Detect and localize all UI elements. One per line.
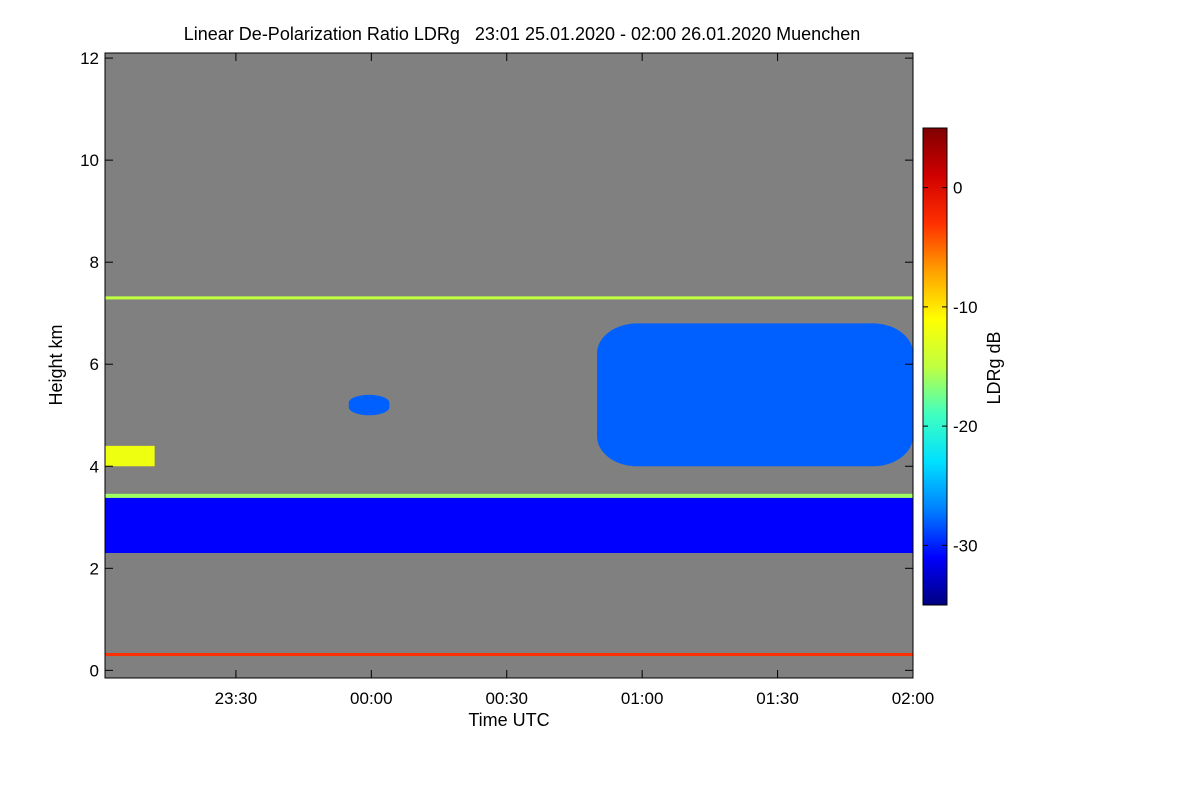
colorbar-tick-label: -20	[953, 417, 978, 436]
layer-cloud-top-edge	[105, 493, 913, 498]
y-axis-ticks: 0 2 4 6 8 10 12	[80, 49, 913, 680]
colorbar	[922, 127, 948, 606]
y-tick-label: 6	[90, 355, 99, 374]
colorbar-label: LDRg dB	[984, 331, 1004, 404]
colorbar-ticks: 0 -10 -20 -30	[923, 179, 978, 555]
layer-near-surface-layer	[105, 653, 913, 657]
y-axis-label: Height km	[46, 324, 66, 405]
y-tick-label: 8	[90, 253, 99, 272]
x-tick-label: 00:00	[350, 689, 393, 708]
x-tick-label: 01:30	[756, 689, 799, 708]
x-tick-label: 01:00	[621, 689, 664, 708]
x-axis-label: Time UTC	[468, 710, 549, 730]
layer-speckle-layer-4-3-km	[105, 445, 155, 467]
layer-cirrus-patch	[597, 323, 913, 467]
plot-frame	[104, 52, 914, 679]
x-axis-ticks: 23:30 00:00 00:30 01:00 01:30 02:00	[215, 53, 935, 708]
layer-thin-layer-7-3-km	[105, 296, 913, 300]
colorbar-tick-label: 0	[953, 179, 962, 198]
y-tick-label: 0	[90, 661, 99, 680]
colorbar-tick-label: -10	[953, 298, 978, 317]
x-tick-label: 00:30	[485, 689, 528, 708]
chart-title: Linear De-Polarization Ratio LDRg 23:01 …	[184, 24, 860, 44]
colorbar-tick-label: -30	[953, 536, 978, 555]
radar-echo-layers	[105, 296, 913, 657]
x-tick-label: 23:30	[215, 689, 258, 708]
y-tick-label: 12	[80, 49, 99, 68]
y-tick-label: 2	[90, 559, 99, 578]
x-tick-label: 02:00	[892, 689, 935, 708]
y-tick-label: 10	[80, 151, 99, 170]
layer-small-cloud-5-3-km	[348, 394, 390, 416]
y-tick-label: 4	[90, 457, 99, 476]
layer-lower-cloud-layer	[105, 496, 913, 553]
